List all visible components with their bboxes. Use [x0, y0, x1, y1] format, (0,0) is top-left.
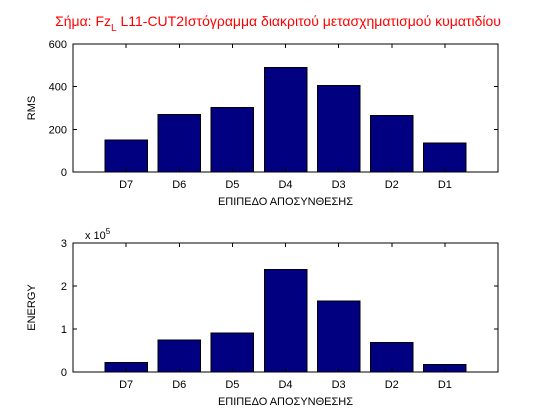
y-tick-label: 600 [49, 39, 67, 51]
y-tick-label: 400 [49, 82, 67, 94]
bar-d2 [370, 115, 414, 173]
y-tick-label: 3 [61, 238, 67, 250]
x-tick-label-d6: D6 [172, 379, 186, 391]
x-tick-label-d2: D2 [385, 179, 399, 191]
figure-title-rest: L11-CUT2Ιστόγραμμα διακριτού μετασχηματι… [117, 13, 501, 29]
y-tick-label: 0 [61, 367, 67, 379]
bar-d7 [104, 139, 148, 173]
figure-title-subscript: L [111, 23, 117, 34]
x-axis-label: ΕΠΙΠΕΔΟ ΑΠΟΣΥΝΘΕΣΗΣ [218, 396, 353, 408]
bar-d2 [370, 341, 414, 373]
x-tick-label-d7: D7 [119, 379, 133, 391]
y-tick-label: 1 [61, 324, 67, 336]
x-tick-label-d3: D3 [332, 379, 346, 391]
bar-d3 [316, 300, 361, 373]
bar-d6 [157, 339, 201, 373]
bar-d4 [263, 67, 308, 173]
bar-d6 [157, 113, 201, 173]
y-axis-label: RMS [26, 96, 38, 120]
y-exponent-power: 5 [106, 227, 111, 236]
y-tick-label: 0 [61, 167, 67, 179]
x-tick-label-d7: D7 [119, 179, 133, 191]
x-tick-label-d5: D5 [225, 379, 239, 391]
x-tick-label-d2: D2 [385, 379, 399, 391]
y-tick-label: 200 [49, 124, 67, 136]
y-exponent-label: x 105 [85, 227, 111, 242]
rms-bar-chart: 0 200 400 600 D7 D6 D5 D4 D3 D2 D1 ΕΠΙΠΕΔΟ ΑΠΟΣΥΝΘΕ… [26, 39, 499, 208]
bar-d5 [210, 107, 255, 173]
bar-d5 [210, 332, 255, 373]
bar-d1 [423, 142, 467, 173]
x-tick-label-d3: D3 [332, 179, 346, 191]
bar-d4 [263, 269, 308, 373]
x-tick-label-d1: D1 [438, 179, 452, 191]
x-tick-label-d5: D5 [225, 179, 239, 191]
figure-title-main: Σήμα: Fz [55, 13, 111, 29]
x-axis-label: ΕΠΙΠΕΔΟ ΑΠΟΣΥΝΘΕΣΗΣ [218, 196, 353, 208]
x-tick-label-d4: D4 [278, 379, 292, 391]
y-axis-label: ENERGY [26, 284, 38, 331]
figure-title: Σήμα: FzL L11-CUT2Ιστόγραμμα διακριτού μ… [55, 13, 501, 34]
x-tick-label-d1: D1 [438, 379, 452, 391]
bar-d3 [316, 85, 361, 173]
y-tick-label: 2 [61, 281, 67, 293]
x-tick-label-d6: D6 [172, 179, 186, 191]
x-tick-label-d4: D4 [278, 179, 292, 191]
energy-bar-chart: 0 1 2 3 D7 D6 D5 D4 D3 D2 D1 ΕΠΙΠΕΔΟ ΑΠΟΣΥΝΘΕΣΗΣ ENE… [26, 227, 499, 408]
y-exponent-base: x 10 [85, 230, 106, 242]
